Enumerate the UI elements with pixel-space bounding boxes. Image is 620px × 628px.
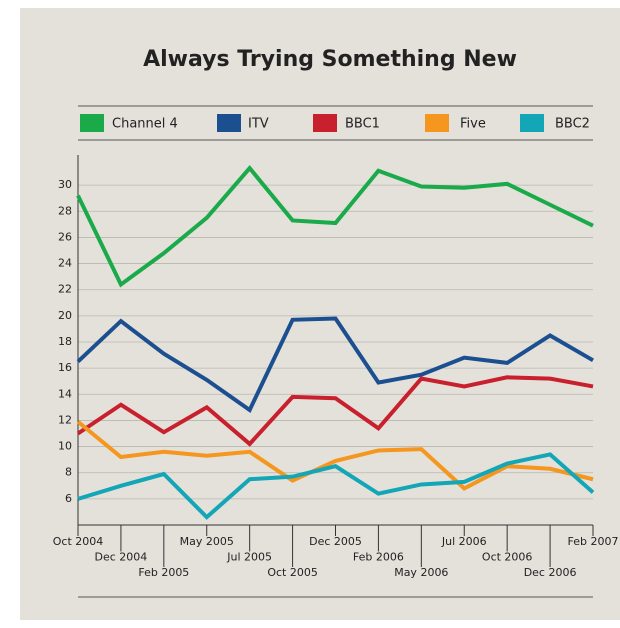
legend-label: BBC1 — [345, 117, 380, 132]
x-tick-label: Jul 2005 — [226, 551, 272, 564]
x-tick-label: May 2005 — [180, 535, 234, 548]
legend-label: BBC2 — [555, 117, 590, 132]
x-tick-label: Feb 2007 — [568, 535, 619, 548]
x-tick-label: Dec 2005 — [309, 535, 362, 548]
x-tick-label: Dec 2006 — [524, 566, 577, 579]
y-tick-label: 14 — [58, 387, 72, 400]
y-tick-label: 18 — [58, 335, 72, 348]
y-tick-label: 6 — [65, 492, 72, 505]
line-series — [76, 420, 594, 491]
y-tick-label: 28 — [58, 204, 72, 217]
y-tick-label: 8 — [65, 466, 72, 479]
legend-swatch — [313, 114, 337, 132]
y-tick-label: 24 — [58, 257, 72, 270]
x-tick-label: May 2006 — [394, 566, 448, 579]
panel — [20, 8, 620, 620]
legend-swatch — [520, 114, 544, 132]
line-series — [76, 165, 594, 288]
y-tick-label: 20 — [58, 309, 72, 322]
legend-label: Five — [460, 117, 486, 132]
x-tick-label: Oct 2006 — [482, 551, 533, 564]
x-tick-label: Dec 2004 — [95, 551, 148, 564]
chart-title: Always Trying Something New — [143, 47, 517, 72]
legend-label: Channel 4 — [112, 117, 178, 132]
line-series — [76, 375, 594, 447]
y-tick-label: 12 — [58, 413, 72, 426]
legend-swatch — [80, 114, 104, 132]
y-tick-label: 10 — [58, 440, 72, 453]
x-tick-label: Feb 2005 — [138, 566, 189, 579]
line-series — [77, 452, 595, 520]
y-tick-label: 26 — [58, 230, 72, 243]
legend-swatch — [425, 114, 449, 132]
legend-label: ITV — [248, 117, 269, 132]
x-tick-label: Jul 2006 — [441, 535, 487, 548]
y-tick-label: 22 — [58, 283, 72, 296]
x-tick-label: Oct 2005 — [267, 566, 318, 579]
legend-swatch — [217, 114, 241, 132]
x-tick-label: Oct 2004 — [53, 535, 104, 548]
x-tick-label: Feb 2006 — [353, 551, 404, 564]
y-tick-label: 30 — [58, 178, 72, 191]
line-series — [76, 316, 595, 413]
y-tick-label: 16 — [58, 361, 72, 374]
